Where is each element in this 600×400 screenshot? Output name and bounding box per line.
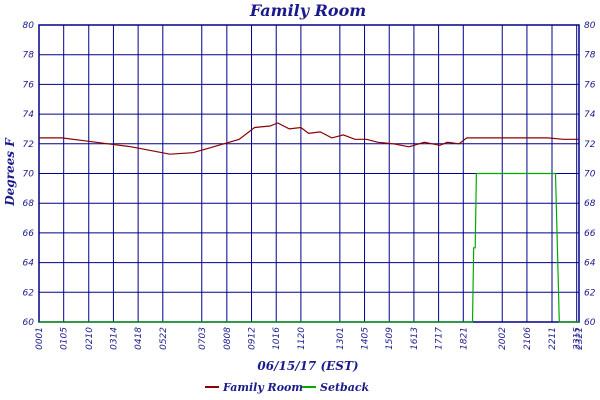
legend: Family Room Setback bbox=[205, 381, 370, 394]
x-tick-label: 1120 bbox=[297, 327, 307, 350]
y-tick-label: 78 bbox=[23, 51, 35, 61]
x-tick-label: 2106 bbox=[523, 327, 533, 350]
y-tick-label-right: 80 bbox=[584, 21, 596, 31]
y-tick-label-right: 60 bbox=[584, 318, 596, 328]
y-tick-label: 80 bbox=[23, 21, 35, 31]
x-tick-label: 2002 bbox=[498, 327, 508, 350]
y-ticks-left: 60 62 64 66 68 70 72 74 76 78 80 bbox=[23, 21, 35, 328]
series-lines bbox=[39, 122, 579, 323]
x-tick-label: 0210 bbox=[85, 327, 95, 350]
y-tick-label-right: 70 bbox=[584, 170, 596, 180]
y-tick-label-right: 62 bbox=[584, 288, 596, 298]
x-tick-label: 0105 bbox=[60, 327, 70, 350]
x-tick-label: 2211 bbox=[548, 327, 558, 350]
x-tick-label: 0418 bbox=[134, 327, 144, 350]
series-line-setback bbox=[39, 172, 579, 323]
y-tick-label: 74 bbox=[23, 110, 35, 120]
y-tick-label-right: 64 bbox=[584, 259, 596, 269]
x-tick-label: 2315 bbox=[573, 327, 583, 350]
x-tick-label: 0314 bbox=[109, 327, 119, 350]
x-tick-label: 2321 bbox=[575, 327, 585, 350]
y-tick-label: 76 bbox=[23, 80, 35, 90]
y-tick-label-right: 72 bbox=[584, 140, 596, 150]
x-tick-label: 0522 bbox=[159, 327, 169, 350]
x-tick-label: 1301 bbox=[336, 327, 346, 350]
x-tick-label: 1016 bbox=[272, 327, 282, 350]
y-tick-label: 62 bbox=[23, 288, 35, 298]
legend-label: Setback bbox=[320, 381, 370, 394]
x-tick-label: 0912 bbox=[248, 327, 258, 350]
y-axis-label: Degrees F bbox=[3, 137, 17, 207]
x-tick-label: 0703 bbox=[198, 327, 208, 350]
y-tick-label: 66 bbox=[23, 229, 35, 239]
y-tick-label: 68 bbox=[23, 199, 35, 209]
series-line-family-room bbox=[39, 122, 579, 155]
x-tick-label: 1821 bbox=[459, 327, 469, 350]
x-ticks: 0001 0105 0210 0314 0418 0522 0703 0808 0912 1016… bbox=[35, 327, 585, 350]
y-tick-label-right: 66 bbox=[584, 229, 596, 239]
x-tick-label: 1509 bbox=[385, 327, 395, 350]
x-tick-label: 1405 bbox=[361, 327, 371, 350]
grid bbox=[38, 24, 580, 323]
y-tick-label: 72 bbox=[23, 140, 35, 150]
y-tick-label: 60 bbox=[23, 318, 35, 328]
y-tick-label-right: 68 bbox=[584, 199, 596, 209]
y-tick-label-right: 76 bbox=[584, 80, 596, 90]
x-axis-label: 06/15/17 (EST) bbox=[257, 359, 358, 373]
x-tick-label: 1717 bbox=[435, 327, 445, 350]
legend-label: Family Room bbox=[222, 381, 303, 394]
y-tick-label: 64 bbox=[23, 259, 35, 269]
y-tick-label-right: 74 bbox=[584, 110, 596, 120]
y-tick-label: 70 bbox=[23, 170, 35, 180]
x-tick-label: 0808 bbox=[223, 327, 233, 350]
x-tick-label: 0001 bbox=[35, 327, 45, 350]
y-tick-label-right: 78 bbox=[584, 51, 596, 61]
chart-title: Family Room bbox=[249, 1, 366, 20]
y-ticks-right: 60 62 64 66 68 70 72 74 76 78 80 bbox=[584, 21, 596, 328]
x-tick-label: 1613 bbox=[410, 327, 420, 350]
